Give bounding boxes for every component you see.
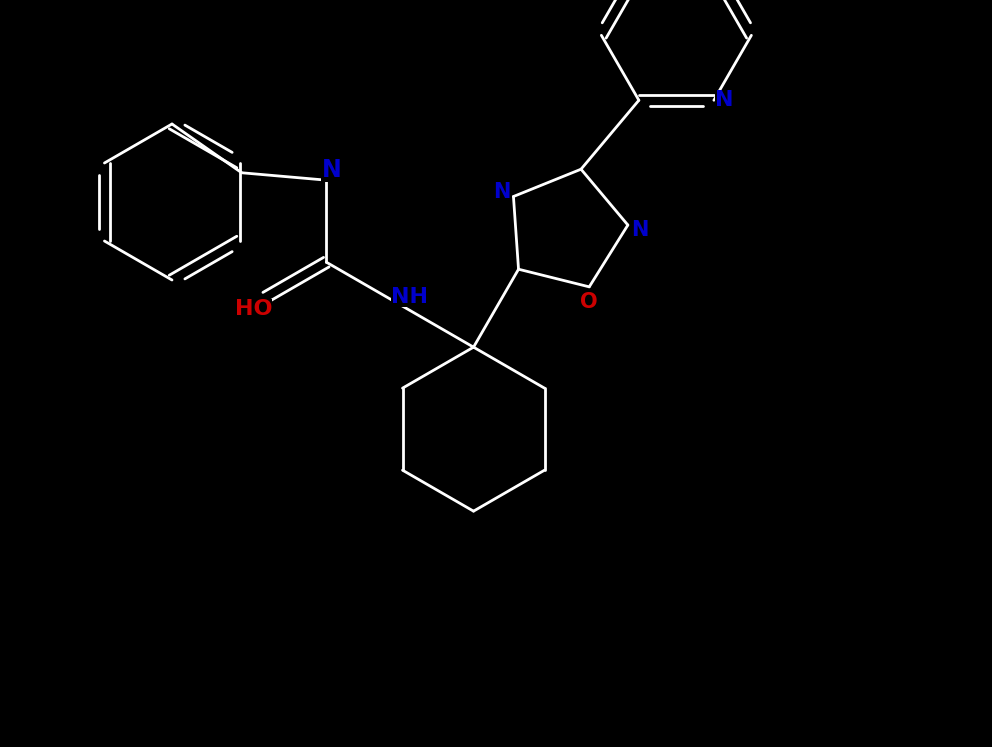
Text: N: N: [321, 158, 341, 182]
Text: N: N: [493, 182, 510, 202]
Text: O: O: [580, 292, 598, 311]
Text: N: N: [714, 90, 733, 111]
Text: HO: HO: [235, 299, 273, 319]
Text: NH: NH: [392, 287, 429, 307]
Text: N: N: [631, 220, 649, 240]
